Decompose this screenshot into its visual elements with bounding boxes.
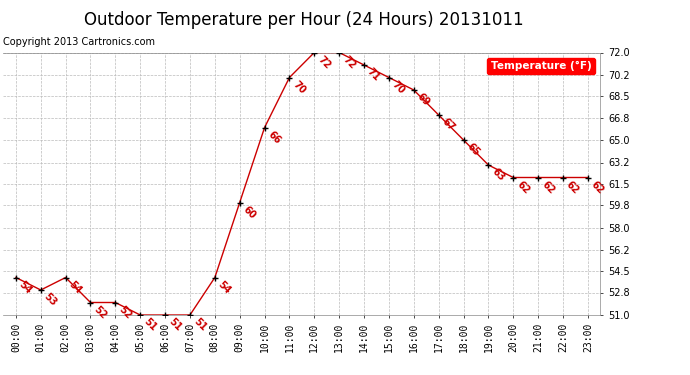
Text: 71: 71 [366, 66, 382, 83]
Text: 51: 51 [141, 316, 158, 333]
Text: 62: 62 [515, 179, 531, 195]
Text: 54: 54 [17, 279, 34, 296]
Text: Outdoor Temperature per Hour (24 Hours) 20131011: Outdoor Temperature per Hour (24 Hours) … [83, 11, 524, 29]
Text: 60: 60 [241, 204, 257, 220]
Text: 69: 69 [415, 92, 432, 108]
Text: 51: 51 [166, 316, 183, 333]
Text: 54: 54 [67, 279, 83, 296]
Legend: Temperature (°F): Temperature (°F) [487, 58, 595, 74]
Text: 70: 70 [290, 79, 308, 96]
Text: 53: 53 [42, 291, 59, 308]
Text: 66: 66 [266, 129, 283, 146]
Text: 62: 62 [589, 179, 606, 195]
Text: 62: 62 [540, 179, 556, 195]
Text: 62: 62 [564, 179, 581, 195]
Text: 72: 72 [341, 54, 357, 70]
Text: 54: 54 [216, 279, 233, 296]
Text: 63: 63 [490, 166, 506, 183]
Text: 52: 52 [117, 304, 133, 321]
Text: 51: 51 [191, 316, 208, 333]
Text: 52: 52 [92, 304, 108, 321]
Text: 72: 72 [316, 54, 333, 70]
Text: 70: 70 [391, 79, 407, 96]
Text: 65: 65 [465, 141, 482, 158]
Text: Copyright 2013 Cartronics.com: Copyright 2013 Cartronics.com [3, 37, 155, 47]
Text: 67: 67 [440, 116, 457, 133]
